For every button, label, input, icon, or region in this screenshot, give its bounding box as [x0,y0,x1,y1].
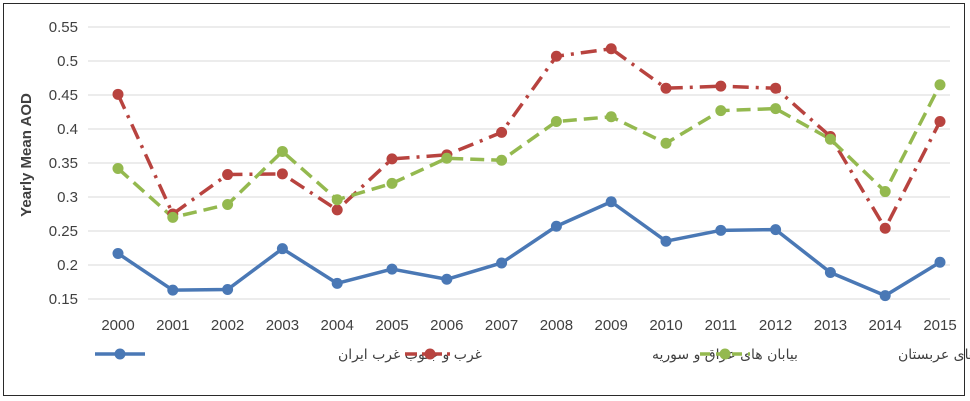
data-point [222,169,234,181]
x-tick-label: 2005 [375,317,408,334]
data-point [331,204,343,216]
x-tick-label: 2003 [266,317,299,334]
data-point [167,211,179,223]
x-tick-label: 2004 [321,317,354,334]
data-point [222,198,234,210]
data-point [824,133,836,145]
y-tick-label: 0.45 [49,87,78,104]
data-point [167,284,179,296]
data-point [331,277,343,289]
data-point [550,220,562,232]
data-point [605,196,617,208]
data-point [112,88,124,100]
y-tick-label: 0.55 [49,19,78,36]
data-point [879,186,891,198]
data-point [770,82,782,94]
x-tick-label: 2006 [430,317,463,334]
data-point [496,257,508,269]
x-tick-label: 2000 [101,317,134,334]
data-point [276,243,288,255]
data-point [879,222,891,234]
legend-swatch-marker [424,348,436,360]
x-tick-label: 2001 [156,317,189,334]
y-tick-label: 0.2 [57,257,78,274]
data-point [605,111,617,123]
data-point [550,50,562,62]
data-point [934,116,946,128]
data-point [331,194,343,206]
x-tick-labels: 2000 2001 2002 2003 2004 2005 2006 2007 2008 2009… [101,317,956,334]
x-tick-label: 2015 [923,317,956,334]
x-tick-label: 2013 [814,317,847,334]
data-point [605,43,617,55]
x-tick-label: 2010 [649,317,682,334]
series-line [116,84,942,220]
series-lines [116,47,942,298]
data-point [496,154,508,166]
y-tick-label: 0.5 [57,53,78,70]
series-line [116,47,942,231]
data-point [386,177,398,189]
gridlines [88,26,950,300]
x-tick-label: 2007 [485,317,518,334]
x-tick-label: 2002 [211,317,244,334]
data-point [112,247,124,259]
data-point [715,224,727,236]
y-tick-label: 0.15 [49,291,78,308]
y-tick-label: 0.3 [57,189,78,206]
y-tick-label: 0.35 [49,155,78,172]
data-point [770,103,782,115]
data-point [770,224,782,236]
data-point [660,137,672,149]
data-point [441,152,453,164]
legend-swatch-marker [719,348,731,360]
data-point [715,105,727,117]
x-tick-label: 2011 [705,317,737,334]
legend-swatch-marker [114,348,126,360]
y-tick-labels: 0.15 0.2 0.25 0.3 0.35 0.4 0.45 0.5 0.55 [49,19,78,308]
data-point [276,168,288,180]
x-tick-label: 2009 [595,317,628,334]
data-point [879,290,891,302]
x-tick-label: 2008 [540,317,573,334]
series-markers [112,43,946,302]
data-point [715,80,727,92]
data-point [660,235,672,247]
data-point [112,162,124,174]
series-line [117,200,941,298]
data-point [276,145,288,157]
y-tick-label: 0.25 [49,223,78,240]
data-point [550,116,562,128]
data-point [660,82,672,94]
data-point [386,263,398,275]
x-tick-label: 2014 [869,317,902,334]
data-point [386,153,398,165]
data-point [824,266,836,278]
x-tick-label: 2012 [759,317,792,334]
chart-frame [3,3,965,396]
data-point [934,79,946,91]
y-axis-label: Yearly Mean AOD [18,93,35,217]
data-point [441,273,453,285]
data-point [222,283,234,295]
legend-label: بیابان های عربستان [898,347,970,363]
y-tick-label: 0.4 [57,121,78,138]
data-point [496,126,508,138]
data-point [934,256,946,268]
